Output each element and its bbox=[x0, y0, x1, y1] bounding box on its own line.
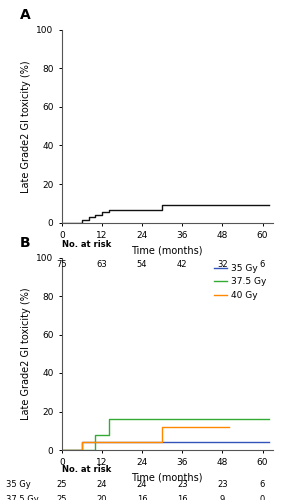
40 Gy bbox=[87, 440, 90, 446]
Text: 16: 16 bbox=[177, 495, 187, 500]
40 Gy bbox=[80, 440, 83, 446]
Text: 9: 9 bbox=[220, 495, 225, 500]
Text: 20: 20 bbox=[97, 495, 107, 500]
37.5 Gy bbox=[268, 416, 271, 422]
Text: 6: 6 bbox=[260, 260, 265, 269]
40 Gy bbox=[227, 424, 231, 430]
40 Gy bbox=[94, 440, 97, 446]
Text: 16: 16 bbox=[137, 495, 148, 500]
Text: 63: 63 bbox=[97, 260, 107, 269]
40 Gy bbox=[100, 440, 104, 446]
Line: 37.5 Gy: 37.5 Gy bbox=[62, 419, 269, 450]
37.5 Gy bbox=[227, 416, 231, 422]
Text: 24: 24 bbox=[97, 480, 107, 489]
Text: 25: 25 bbox=[56, 495, 67, 500]
Text: A: A bbox=[20, 8, 30, 22]
Text: 37.5 Gy: 37.5 Gy bbox=[6, 495, 38, 500]
Text: No. at risk: No. at risk bbox=[62, 240, 111, 249]
Y-axis label: Late Grade2 GI toxicity (%): Late Grade2 GI toxicity (%) bbox=[21, 60, 31, 192]
37.5 Gy bbox=[94, 432, 97, 438]
Text: 25: 25 bbox=[56, 480, 67, 489]
37.5 Gy bbox=[60, 447, 64, 453]
40 Gy bbox=[154, 440, 157, 446]
40 Gy bbox=[60, 447, 64, 453]
Text: 35 Gy: 35 Gy bbox=[6, 480, 30, 489]
35 Gy bbox=[60, 447, 64, 453]
Text: B: B bbox=[20, 236, 30, 250]
35 Gy bbox=[80, 440, 83, 446]
Text: 24: 24 bbox=[137, 480, 147, 489]
Text: 54: 54 bbox=[137, 260, 147, 269]
Text: 23: 23 bbox=[177, 480, 187, 489]
Text: 23: 23 bbox=[217, 480, 228, 489]
37.5 Gy bbox=[100, 432, 104, 438]
Text: 0: 0 bbox=[260, 495, 265, 500]
Line: 40 Gy: 40 Gy bbox=[62, 427, 229, 450]
X-axis label: Time (months): Time (months) bbox=[132, 473, 203, 483]
37.5 Gy bbox=[160, 416, 164, 422]
Legend: 35 Gy, 37.5 Gy, 40 Gy: 35 Gy, 37.5 Gy, 40 Gy bbox=[212, 262, 268, 302]
Text: 32: 32 bbox=[217, 260, 228, 269]
Line: 35 Gy: 35 Gy bbox=[62, 442, 269, 450]
Text: 6: 6 bbox=[260, 480, 265, 489]
Y-axis label: Late Grade2 GI toxicity (%): Late Grade2 GI toxicity (%) bbox=[21, 288, 31, 420]
37.5 Gy bbox=[87, 447, 90, 453]
Text: 75: 75 bbox=[56, 260, 67, 269]
Text: 42: 42 bbox=[177, 260, 187, 269]
40 Gy bbox=[160, 424, 164, 430]
35 Gy bbox=[87, 440, 90, 446]
37.5 Gy bbox=[107, 416, 110, 422]
35 Gy bbox=[268, 440, 271, 446]
Text: No. at risk: No. at risk bbox=[62, 465, 111, 474]
X-axis label: Time (months): Time (months) bbox=[132, 246, 203, 256]
